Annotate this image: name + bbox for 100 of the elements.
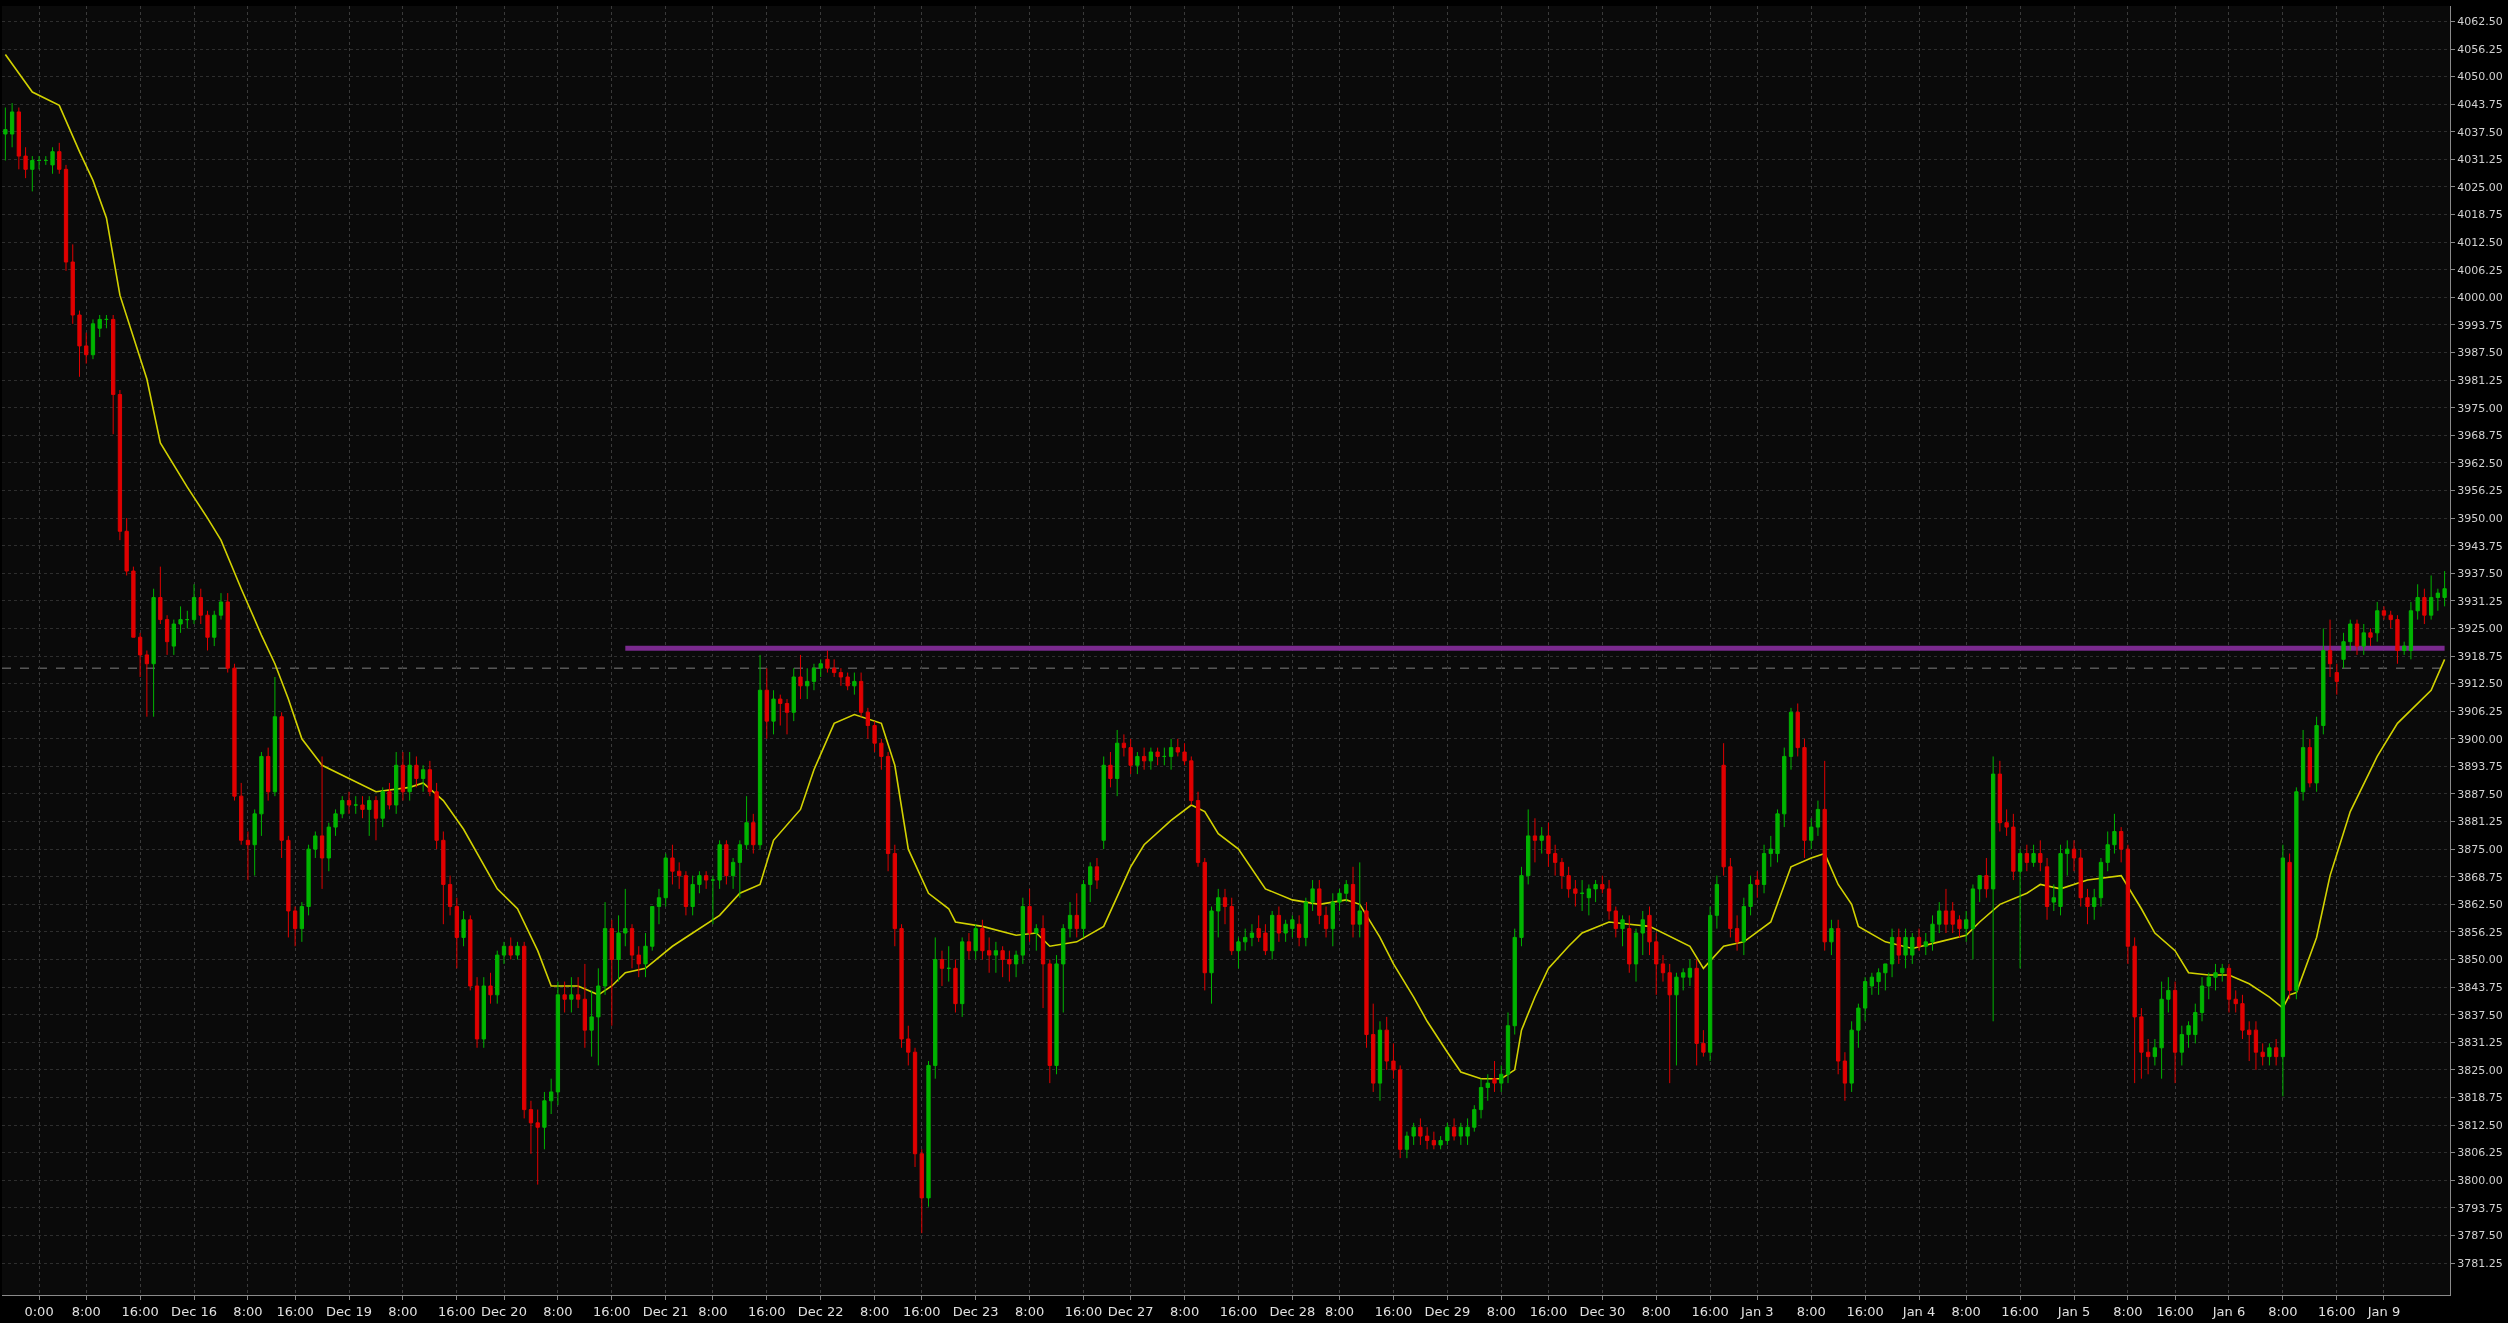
candlestick (185, 610, 190, 629)
candlestick (1303, 897, 1308, 947)
candlestick (2058, 844, 2063, 916)
candlestick (306, 844, 311, 916)
candlestick (1741, 897, 1746, 956)
candlestick (1128, 738, 1133, 775)
candlestick (1027, 888, 1032, 943)
candlestick (1445, 1122, 1450, 1146)
candlestick (1296, 914, 1302, 947)
candlestick (501, 941, 507, 965)
candlestick (2428, 574, 2434, 621)
candlestick (885, 751, 891, 872)
y-tick-label: 3987.50 (2457, 346, 2503, 360)
y-tick-label: 3893.75 (2457, 760, 2503, 774)
y-tick-label: 3968.75 (2457, 429, 2503, 443)
candlestick (1330, 892, 1335, 947)
candlestick (677, 861, 682, 890)
candlestick (832, 658, 837, 678)
candlestick (1795, 702, 1800, 757)
candlestick (1424, 1126, 1430, 1150)
candlestick (542, 1091, 547, 1150)
candlestick (1681, 967, 1686, 991)
x-tick-label: Jan 6 (2211, 1303, 2246, 1319)
candlestick (879, 738, 884, 771)
candlestick (313, 830, 318, 859)
candlestick (737, 839, 742, 899)
candlestick (117, 389, 123, 541)
candlestick (373, 795, 379, 841)
candlestick (1270, 910, 1275, 961)
candlestick (367, 795, 372, 837)
candlestick (259, 751, 264, 837)
candlestick (1283, 919, 1288, 943)
candlestick (508, 936, 513, 961)
candlestick (1910, 932, 1915, 965)
y-tick-label: 4037.50 (2457, 125, 2503, 139)
candlestick (1317, 879, 1322, 925)
candlestick (481, 976, 486, 1049)
candlestick (1822, 760, 1827, 952)
candlestick (1950, 901, 1955, 934)
candlestick (9, 102, 15, 148)
candlestick (1357, 861, 1362, 938)
x-tick-label: 8:00 (2113, 1303, 2143, 1319)
x-tick-label: 16:00 (2001, 1303, 2039, 1319)
candlestick (97, 314, 102, 338)
candlestick (1714, 875, 1720, 930)
candlestick (1923, 932, 1928, 956)
candlestick (1465, 1117, 1470, 1146)
candlestick (1566, 866, 1571, 899)
candlestick (1162, 747, 1167, 766)
y-tick-label: 3931.25 (2457, 594, 2503, 608)
candlestick (784, 698, 790, 735)
candlestick (703, 870, 709, 890)
candlestick (1182, 742, 1187, 766)
candlestick (1782, 747, 1787, 828)
candlestick (1094, 857, 1100, 890)
candlestick (447, 875, 453, 916)
candlestick (798, 654, 803, 700)
candlestick (919, 1148, 924, 1234)
candlestick (1991, 755, 1996, 1022)
candlestick (2017, 848, 2023, 969)
candlestick (50, 146, 55, 175)
x-tick-label: 8:00 (860, 1303, 890, 1319)
line-series (4, 53, 2446, 1080)
candlestick (1418, 1117, 1423, 1146)
candlestick (1121, 733, 1127, 757)
candlestick (1499, 1064, 1504, 1093)
candlestick (1411, 1122, 1416, 1146)
candlestick (212, 610, 217, 647)
y-tick-label: 3875.00 (2457, 843, 2503, 856)
candlestick (279, 711, 284, 859)
candlestick (549, 1078, 554, 1115)
candlestick (1640, 910, 1645, 956)
x-tick-label: 8:00 (1641, 1303, 1671, 1319)
candlestick (912, 1047, 918, 1168)
candlestick (1249, 923, 1255, 947)
x-tick-label: Dec 30 (1579, 1303, 1626, 1319)
candlestick (2321, 627, 2326, 735)
candlestick (589, 989, 594, 1058)
candlestick (656, 888, 662, 925)
candlestick (414, 755, 419, 788)
candlestick (191, 583, 197, 625)
candlestick (1593, 879, 1598, 903)
candlestick (528, 1100, 534, 1155)
y-tick-label: 4043.75 (2457, 98, 2503, 112)
candlestick (1243, 928, 1248, 952)
candlestick (1728, 857, 1733, 938)
candlestick (1472, 1104, 1477, 1133)
candlestick (1135, 751, 1140, 775)
candlestick (2031, 844, 2036, 868)
candlestick (2044, 857, 2050, 921)
candlestick (1350, 866, 1356, 938)
y-tick-label: 4056.25 (2457, 42, 2503, 56)
y-tick-label: 4050.00 (2457, 70, 2503, 84)
candlestick (2294, 786, 2299, 1000)
candlestick (319, 755, 325, 890)
candlestick (771, 689, 776, 735)
candlestick (1364, 901, 1369, 1049)
candlestick (2206, 972, 2211, 1000)
candlestick (2314, 716, 2319, 793)
candlestick (2233, 989, 2238, 1013)
